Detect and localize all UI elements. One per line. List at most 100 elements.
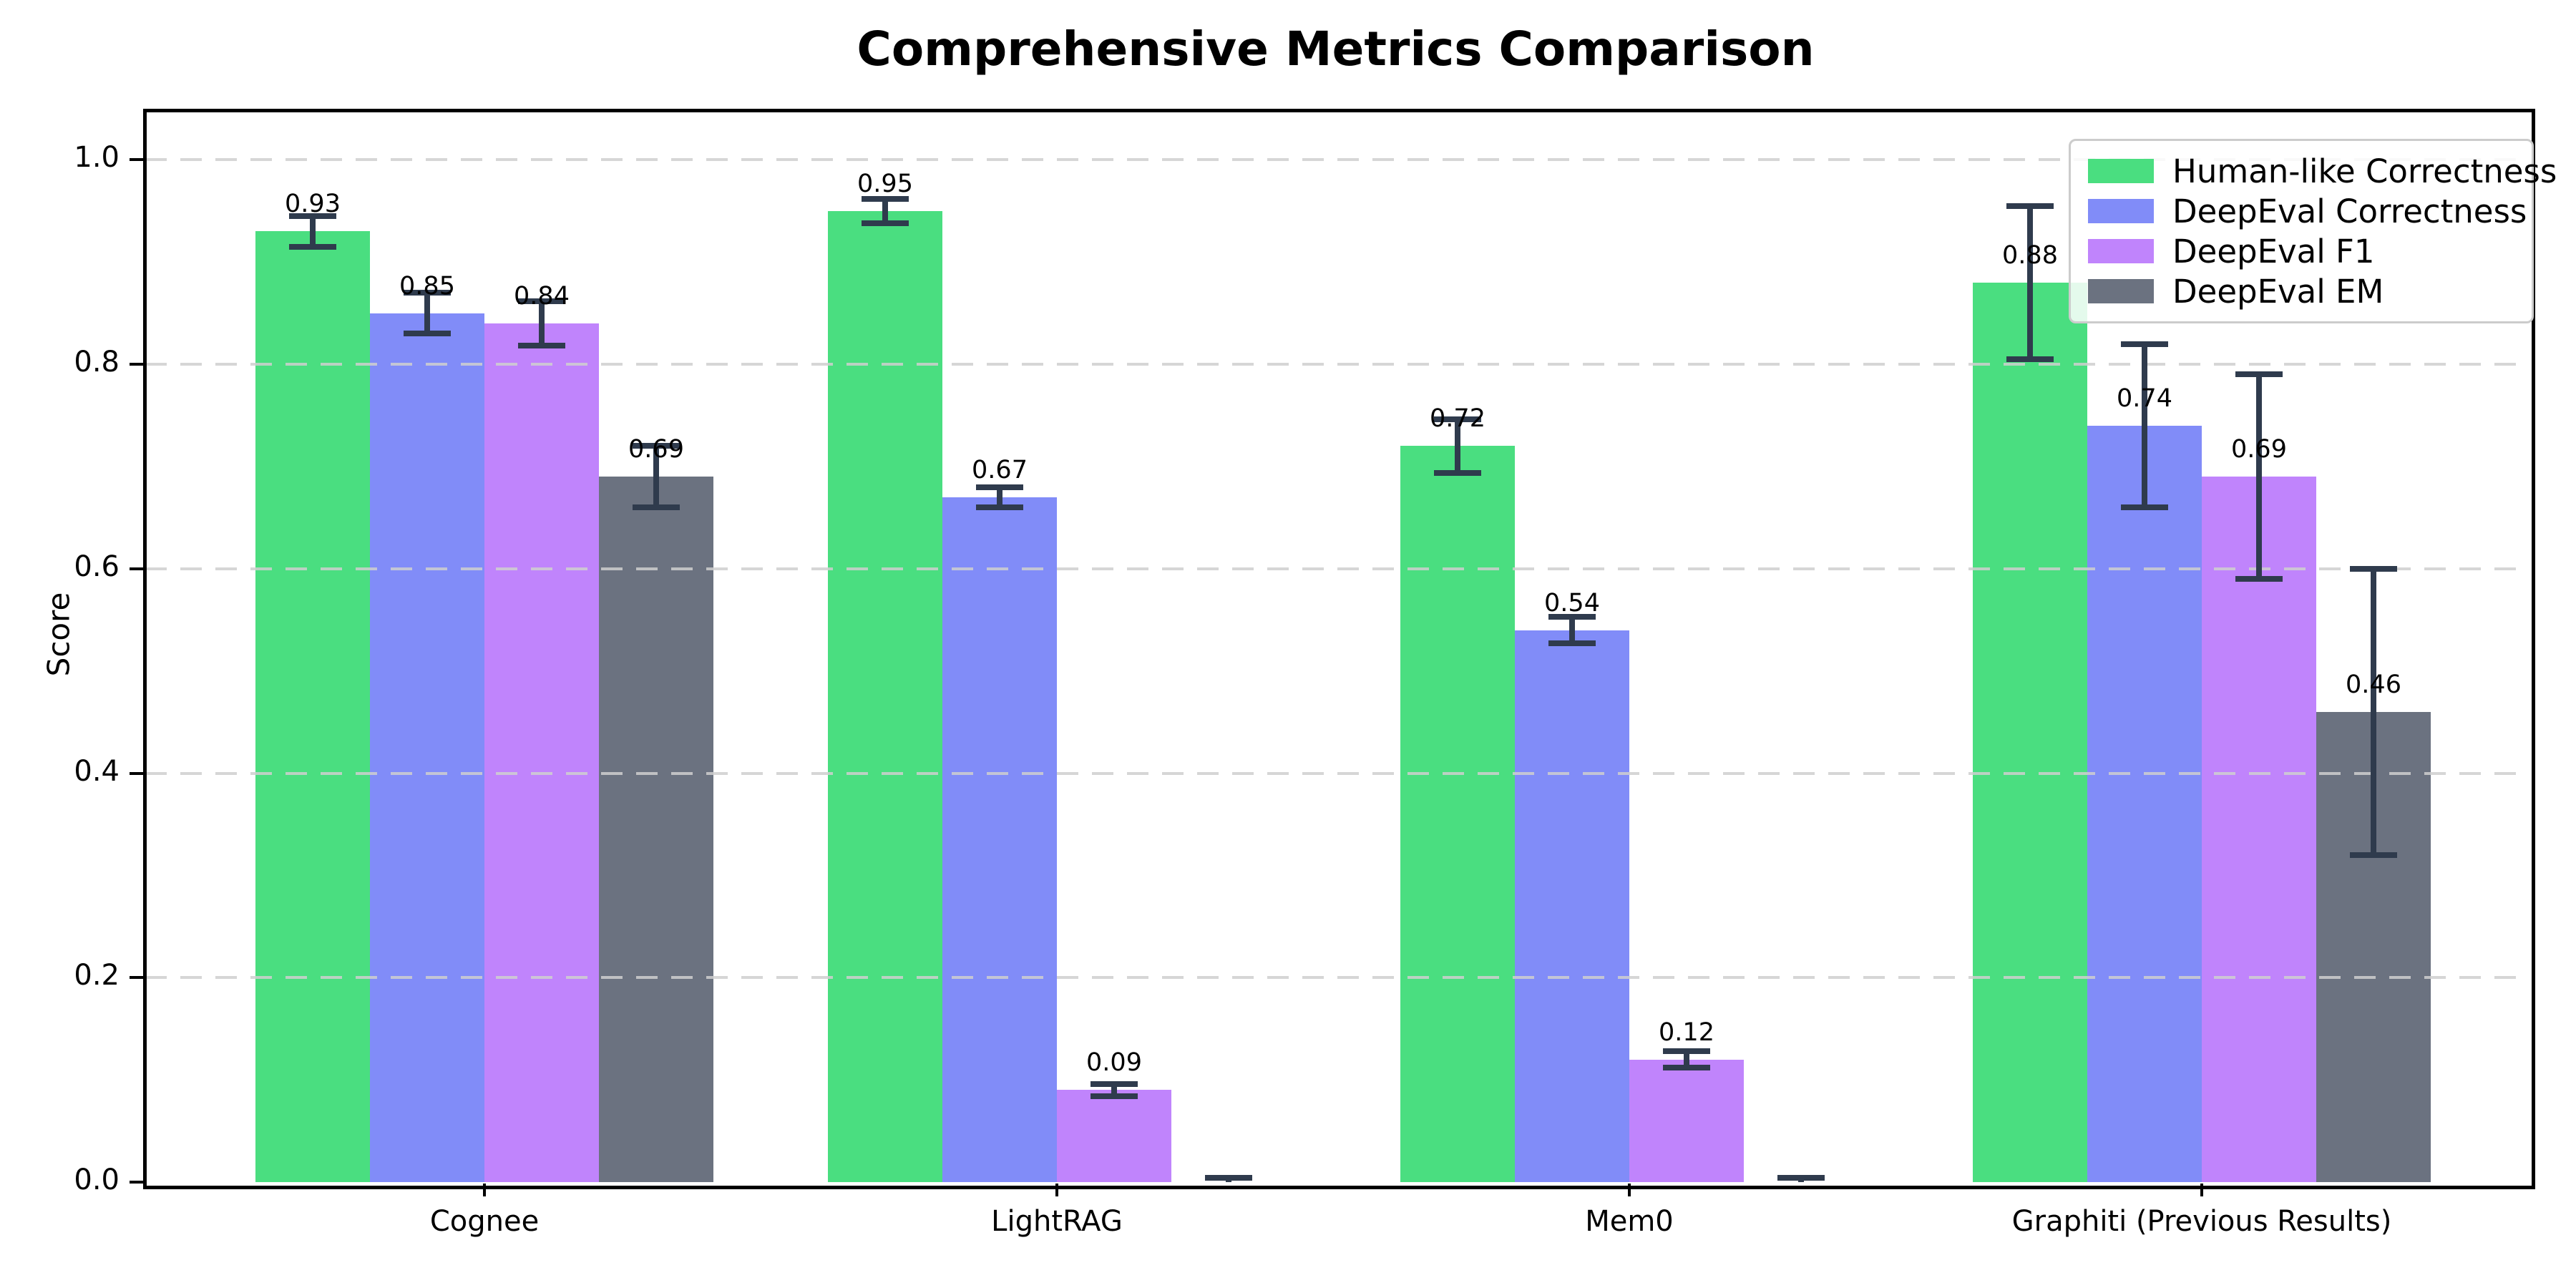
- legend-label: DeepEval Correctness: [2172, 192, 2527, 230]
- error-bar-cap-top: [404, 290, 451, 296]
- error-bar-line: [539, 301, 545, 346]
- error-bar-cap-top: [2235, 371, 2283, 378]
- bar-value-label: 0.46: [2346, 670, 2401, 699]
- error-bar-line: [653, 446, 659, 508]
- error-bar-cap-top: [862, 195, 909, 202]
- error-bar-cap-top: [2350, 565, 2397, 572]
- error-bar-cap-top: [1548, 614, 1596, 620]
- legend-label: DeepEval F1: [2172, 232, 2375, 270]
- x-tick-label: Graphiti (Previous Results): [2011, 1205, 2392, 1238]
- error-bar-line: [882, 198, 888, 223]
- y-tick-mark: [130, 1181, 143, 1184]
- error-bar-cap-bottom: [2006, 356, 2054, 362]
- gridline: [145, 567, 2526, 570]
- bar: [370, 313, 484, 1182]
- bar-value-label: 0.69: [2231, 435, 2287, 464]
- bar-value-label: 0.93: [285, 190, 341, 219]
- error-bar-cap-top: [1091, 1080, 1138, 1087]
- bar-value-label: 0.85: [399, 271, 455, 301]
- x-tick-mark: [1055, 1184, 1058, 1196]
- error-bar-cap-bottom: [404, 331, 451, 337]
- bar: [1973, 282, 2087, 1182]
- error-bar-cap-top: [633, 443, 680, 449]
- y-tick-label: 0.4: [74, 754, 119, 788]
- error-bar-cap-bottom: [2350, 852, 2397, 858]
- error-bar-cap-bottom: [976, 504, 1023, 511]
- bar-value-label: 0.12: [1659, 1018, 1714, 1047]
- bar: [1515, 630, 1629, 1182]
- legend-swatch: [2088, 279, 2154, 303]
- y-tick-label: 1.0: [74, 141, 119, 175]
- bar-value-label: 0.54: [1544, 588, 1600, 618]
- y-tick-mark: [130, 158, 143, 162]
- legend-label: Human-like Correctness: [2172, 152, 2557, 190]
- bar: [1057, 1090, 1171, 1182]
- error-bar-cap-top: [1663, 1048, 1710, 1055]
- legend: Human-like Correctness DeepEval Correctne…: [2069, 139, 2557, 323]
- bar-value-label: 0.09: [1086, 1048, 1142, 1078]
- y-tick-mark: [130, 567, 143, 570]
- error-bar-cap-bottom: [862, 220, 909, 226]
- y-tick-mark: [130, 976, 143, 980]
- bar-value-label: 0.69: [628, 435, 684, 464]
- y-tick-label: 0.6: [74, 550, 119, 583]
- bar: [484, 323, 599, 1182]
- error-bar-cap-top: [1205, 1175, 1252, 1181]
- x-tick-label: Mem0: [1585, 1205, 1674, 1238]
- x-tick-mark: [483, 1184, 486, 1196]
- error-bar-cap-top: [2121, 341, 2168, 347]
- bar: [599, 477, 713, 1182]
- error-bar-line: [2027, 205, 2033, 359]
- error-bar-cap-top: [2006, 203, 2054, 209]
- error-bar-cap-top: [976, 484, 1023, 490]
- gridline: [145, 976, 2526, 980]
- error-bar-cap-bottom: [1548, 640, 1596, 647]
- legend-item: DeepEval EM: [2088, 271, 2532, 311]
- x-tick-label: LightRAG: [991, 1205, 1123, 1238]
- y-axis-label: Score: [41, 592, 77, 677]
- bar: [2202, 477, 2316, 1182]
- legend-swatch: [2088, 239, 2154, 263]
- error-bar-cap-bottom: [289, 243, 336, 250]
- legend-item: Human-like Correctness: [2088, 151, 2557, 191]
- legend-item: DeepEval F1: [2088, 231, 2532, 271]
- x-tick-mark: [2200, 1184, 2203, 1196]
- error-bar-cap-bottom: [1663, 1065, 1710, 1070]
- bar-value-label: 0.67: [972, 455, 1028, 484]
- bar: [1400, 446, 1515, 1182]
- error-bar-cap-bottom: [1091, 1093, 1138, 1099]
- error-bar-cap-bottom: [633, 504, 680, 511]
- bar-value-label: 0.72: [1430, 404, 1485, 434]
- error-bar-line: [1111, 1083, 1117, 1096]
- error-bar-cap-bottom: [2235, 576, 2283, 582]
- bar: [1629, 1059, 1744, 1182]
- gridline: [145, 771, 2526, 775]
- error-bar-cap-bottom: [518, 343, 565, 349]
- y-tick-mark: [130, 363, 143, 366]
- error-bar-line: [1684, 1051, 1689, 1068]
- bar-value-label: 0.95: [857, 169, 913, 198]
- gridline: [145, 158, 2526, 162]
- error-bar-line: [2371, 568, 2376, 855]
- chart-title: Comprehensive Metrics Comparison: [857, 21, 1815, 77]
- error-bar-cap-top: [1434, 416, 1481, 423]
- y-tick-mark: [130, 771, 143, 775]
- error-bar-cap-bottom: [2121, 504, 2168, 511]
- y-tick-label: 0.2: [74, 959, 119, 992]
- bar: [828, 210, 942, 1182]
- bar-value-label: 0.74: [2117, 384, 2172, 413]
- bar: [2087, 425, 2202, 1182]
- x-tick-label: Cognee: [429, 1205, 540, 1238]
- error-bar-cap-top: [518, 298, 565, 304]
- y-tick-label: 0.0: [74, 1163, 119, 1196]
- error-bar-cap-top: [1777, 1175, 1825, 1181]
- legend-swatch: [2088, 159, 2154, 183]
- error-bar-line: [310, 216, 316, 247]
- error-bar-cap-bottom: [1434, 469, 1481, 476]
- error-bar-line: [997, 487, 1002, 508]
- legend-swatch: [2088, 199, 2154, 223]
- error-bar-line: [424, 293, 430, 334]
- bar: [255, 231, 370, 1182]
- error-bar-line: [2142, 343, 2147, 508]
